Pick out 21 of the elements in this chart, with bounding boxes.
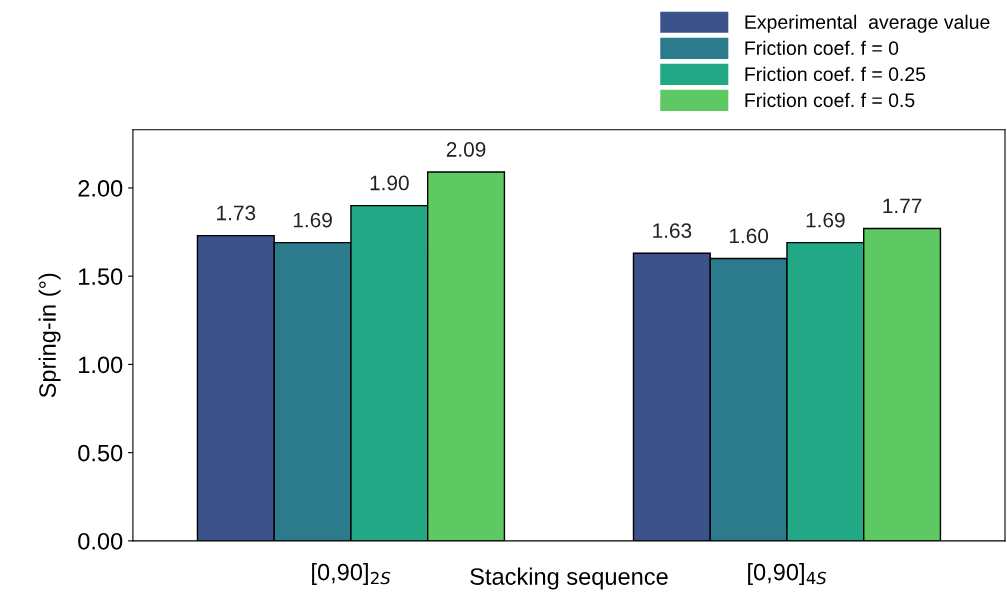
x-tick-label: [0,90]$_{2S}$ xyxy=(312,563,391,586)
legend-label: Experimental average value xyxy=(745,14,990,33)
data-label: 1.69 xyxy=(806,212,845,228)
data-label: 1.69 xyxy=(293,212,332,228)
data-label: 1.63 xyxy=(653,223,692,238)
data-label: 2.09 xyxy=(446,142,486,157)
data-label: 1.90 xyxy=(370,175,409,191)
y-tick-label: 1.00 xyxy=(79,356,123,374)
y-tick-label: 0.50 xyxy=(78,444,123,462)
data-label: 1.77 xyxy=(883,198,922,214)
y-axis-title: Spring-in (°) xyxy=(38,273,61,398)
legend-label: Friction coef. f = 0.5 xyxy=(745,92,915,108)
data-label: 1.73 xyxy=(217,205,256,221)
y-tick-label: 2.00 xyxy=(78,180,123,197)
x-tick-label: [0,90]$_{4S}$ xyxy=(748,563,827,586)
data-label: 1.60 xyxy=(729,228,769,244)
x-axis-title: Stacking sequence xyxy=(470,567,668,590)
y-tick-label: 0.00 xyxy=(78,532,123,550)
legend-label: Friction coef. f = 0.25 xyxy=(745,66,926,82)
legend-label: Friction coef. f = 0 xyxy=(745,40,899,56)
y-tick-label: 1.50 xyxy=(79,268,123,285)
